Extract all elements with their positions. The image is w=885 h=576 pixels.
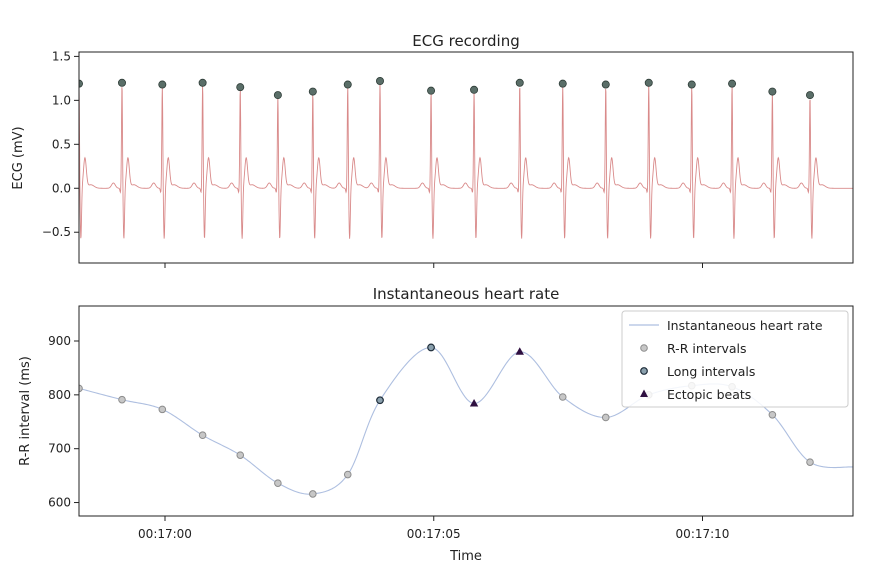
- r-peak-marker: [515, 78, 524, 87]
- legend-label-ectopic: Ectopic beats: [667, 387, 751, 402]
- r-peak-marker: [273, 91, 282, 100]
- ecg-trace: [79, 81, 853, 239]
- hr-ytick-label: 800: [48, 388, 71, 402]
- ecg-ytick-label: 1.5: [52, 49, 71, 63]
- legend-label-curve: Instantaneous heart rate: [667, 318, 823, 333]
- r-peak-marker: [118, 78, 127, 87]
- hr-ytick-label: 700: [48, 442, 71, 456]
- rr-interval-marker: [274, 479, 282, 487]
- r-peak-marker: [470, 85, 479, 94]
- rr-interval-marker: [601, 413, 610, 422]
- ecg-ylabel: ECG (mV): [11, 126, 26, 189]
- legend-swatch-rr: [640, 344, 648, 352]
- hr-xlabel: Time: [449, 549, 482, 564]
- ecg-ytick-label: 1.0: [52, 93, 71, 107]
- r-peak-marker: [308, 87, 317, 96]
- rr-interval-marker: [236, 451, 245, 459]
- hr-ytick-label: 600: [48, 496, 71, 510]
- ecg-x-ticks: [164, 263, 703, 268]
- long-interval-marker: [376, 396, 384, 405]
- ectopic-beat-marker: [515, 347, 524, 355]
- hr-title: Instantaneous heart rate: [373, 285, 560, 303]
- r-peak-marker: [644, 78, 653, 87]
- rr-interval-marker: [343, 470, 352, 479]
- hr-xtick-label: 00:17:00: [138, 527, 192, 541]
- rr-interval-marker: [118, 395, 126, 404]
- legend-box: [621, 310, 849, 408]
- r-peak-marker: [198, 78, 207, 87]
- hr-ytick-label: 900: [48, 334, 71, 348]
- rr-interval-marker: [768, 410, 777, 419]
- ecg-panel: ECG recording −0.5 0.0 0.5 1.0 1.5 ECG (mV): [11, 32, 854, 268]
- legend: Instantaneous heart rate R-R intervals L…: [621, 310, 849, 408]
- ecg-ytick-label: 0.5: [52, 137, 71, 151]
- ecg-title: ECG recording: [412, 32, 519, 50]
- ecg-axes-frame: [78, 51, 854, 264]
- r-peak-marker: [728, 79, 737, 88]
- r-peak-marker: [768, 87, 777, 96]
- ectopic-beat-marker: [469, 398, 479, 407]
- legend-label-long: Long intervals: [667, 364, 755, 379]
- r-peak-marker: [427, 86, 436, 95]
- hr-y-ticks: 600 700 800 900: [48, 334, 79, 510]
- r-peak-marker: [601, 80, 610, 89]
- r-peak-marker: [158, 80, 167, 89]
- ecg-ytick-label: −0.5: [42, 225, 71, 239]
- rr-interval-marker: [558, 393, 567, 401]
- legend-swatch-ectopic: [640, 389, 648, 397]
- r-peak-marker: [375, 77, 384, 86]
- r-peak-marker: [687, 80, 696, 89]
- r-peak-marker: [343, 80, 352, 89]
- hr-panel: Instantaneous heart rate 600 700 800 900 00…: [18, 285, 854, 564]
- rr-interval-marker: [806, 458, 814, 466]
- hr-axes-frame: [78, 305, 854, 517]
- hr-xtick-label: 00:17:05: [407, 527, 461, 541]
- hr-ylabel: R-R interval (ms): [18, 356, 33, 466]
- rr-interval-marker: [198, 431, 207, 440]
- legend-swatch-long: [640, 367, 648, 375]
- ecg-y-ticks: −0.5 0.0 0.5 1.0 1.5: [42, 49, 79, 239]
- hr-x-ticks: 00:17:00 00:17:05 00:17:10: [138, 516, 729, 541]
- legend-label-rr: R-R intervals: [667, 341, 747, 356]
- rr-interval-marker: [158, 405, 167, 414]
- ecg-plot-area: [79, 77, 853, 239]
- long-interval-marker: [427, 343, 435, 352]
- r-peak-marker: [558, 79, 567, 88]
- rr-interval-marker: [79, 384, 83, 393]
- rr-interval-marker: [309, 490, 317, 498]
- r-peak-marker: [236, 83, 245, 92]
- r-peak-marker: [806, 91, 815, 100]
- hr-xtick-label: 00:17:10: [676, 527, 730, 541]
- ecg-ytick-label: 0.0: [52, 181, 71, 195]
